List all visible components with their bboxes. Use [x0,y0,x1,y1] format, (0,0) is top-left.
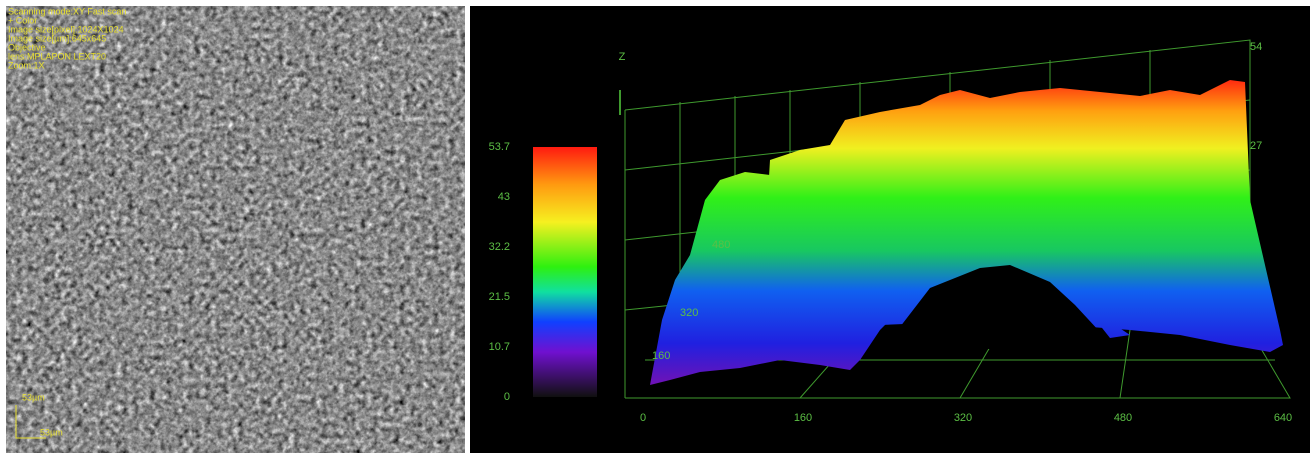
colorbar [533,147,597,397]
scale-y: 53µm [22,392,45,402]
depth-label: 480 [712,239,730,251]
x-label: 320 [954,412,972,424]
x-label: 160 [794,412,812,424]
z-axis-label: Z [619,51,626,63]
colorbar-label: 53.7 [489,141,510,153]
colorbar-label: 21.5 [489,291,510,303]
colorbar-label: 0 [504,391,510,403]
depth-label: 160 [652,350,670,362]
x-label: 480 [1114,412,1132,424]
z-label: 27 [1250,140,1262,152]
micrograph-image [6,6,465,453]
z-label: 54 [1250,41,1262,53]
info-line: Zoom:1X [8,60,45,70]
colorbar-label: 32.2 [489,241,510,253]
x-label: 640 [1274,412,1292,424]
x-label: 0 [640,412,646,424]
depth-label: 320 [680,307,698,319]
scale-x: 53µm [40,427,63,437]
surface-plot: Z 53.7 43 32.2 21.5 10.7 0 0 160 320 480 640 160 320… [470,6,1310,453]
figure: Scanning mode:XY Fast scan+ ColorImage s… [0,0,1310,453]
colorbar-label: 10.7 [489,341,510,353]
colorbar-label: 43 [498,191,510,203]
